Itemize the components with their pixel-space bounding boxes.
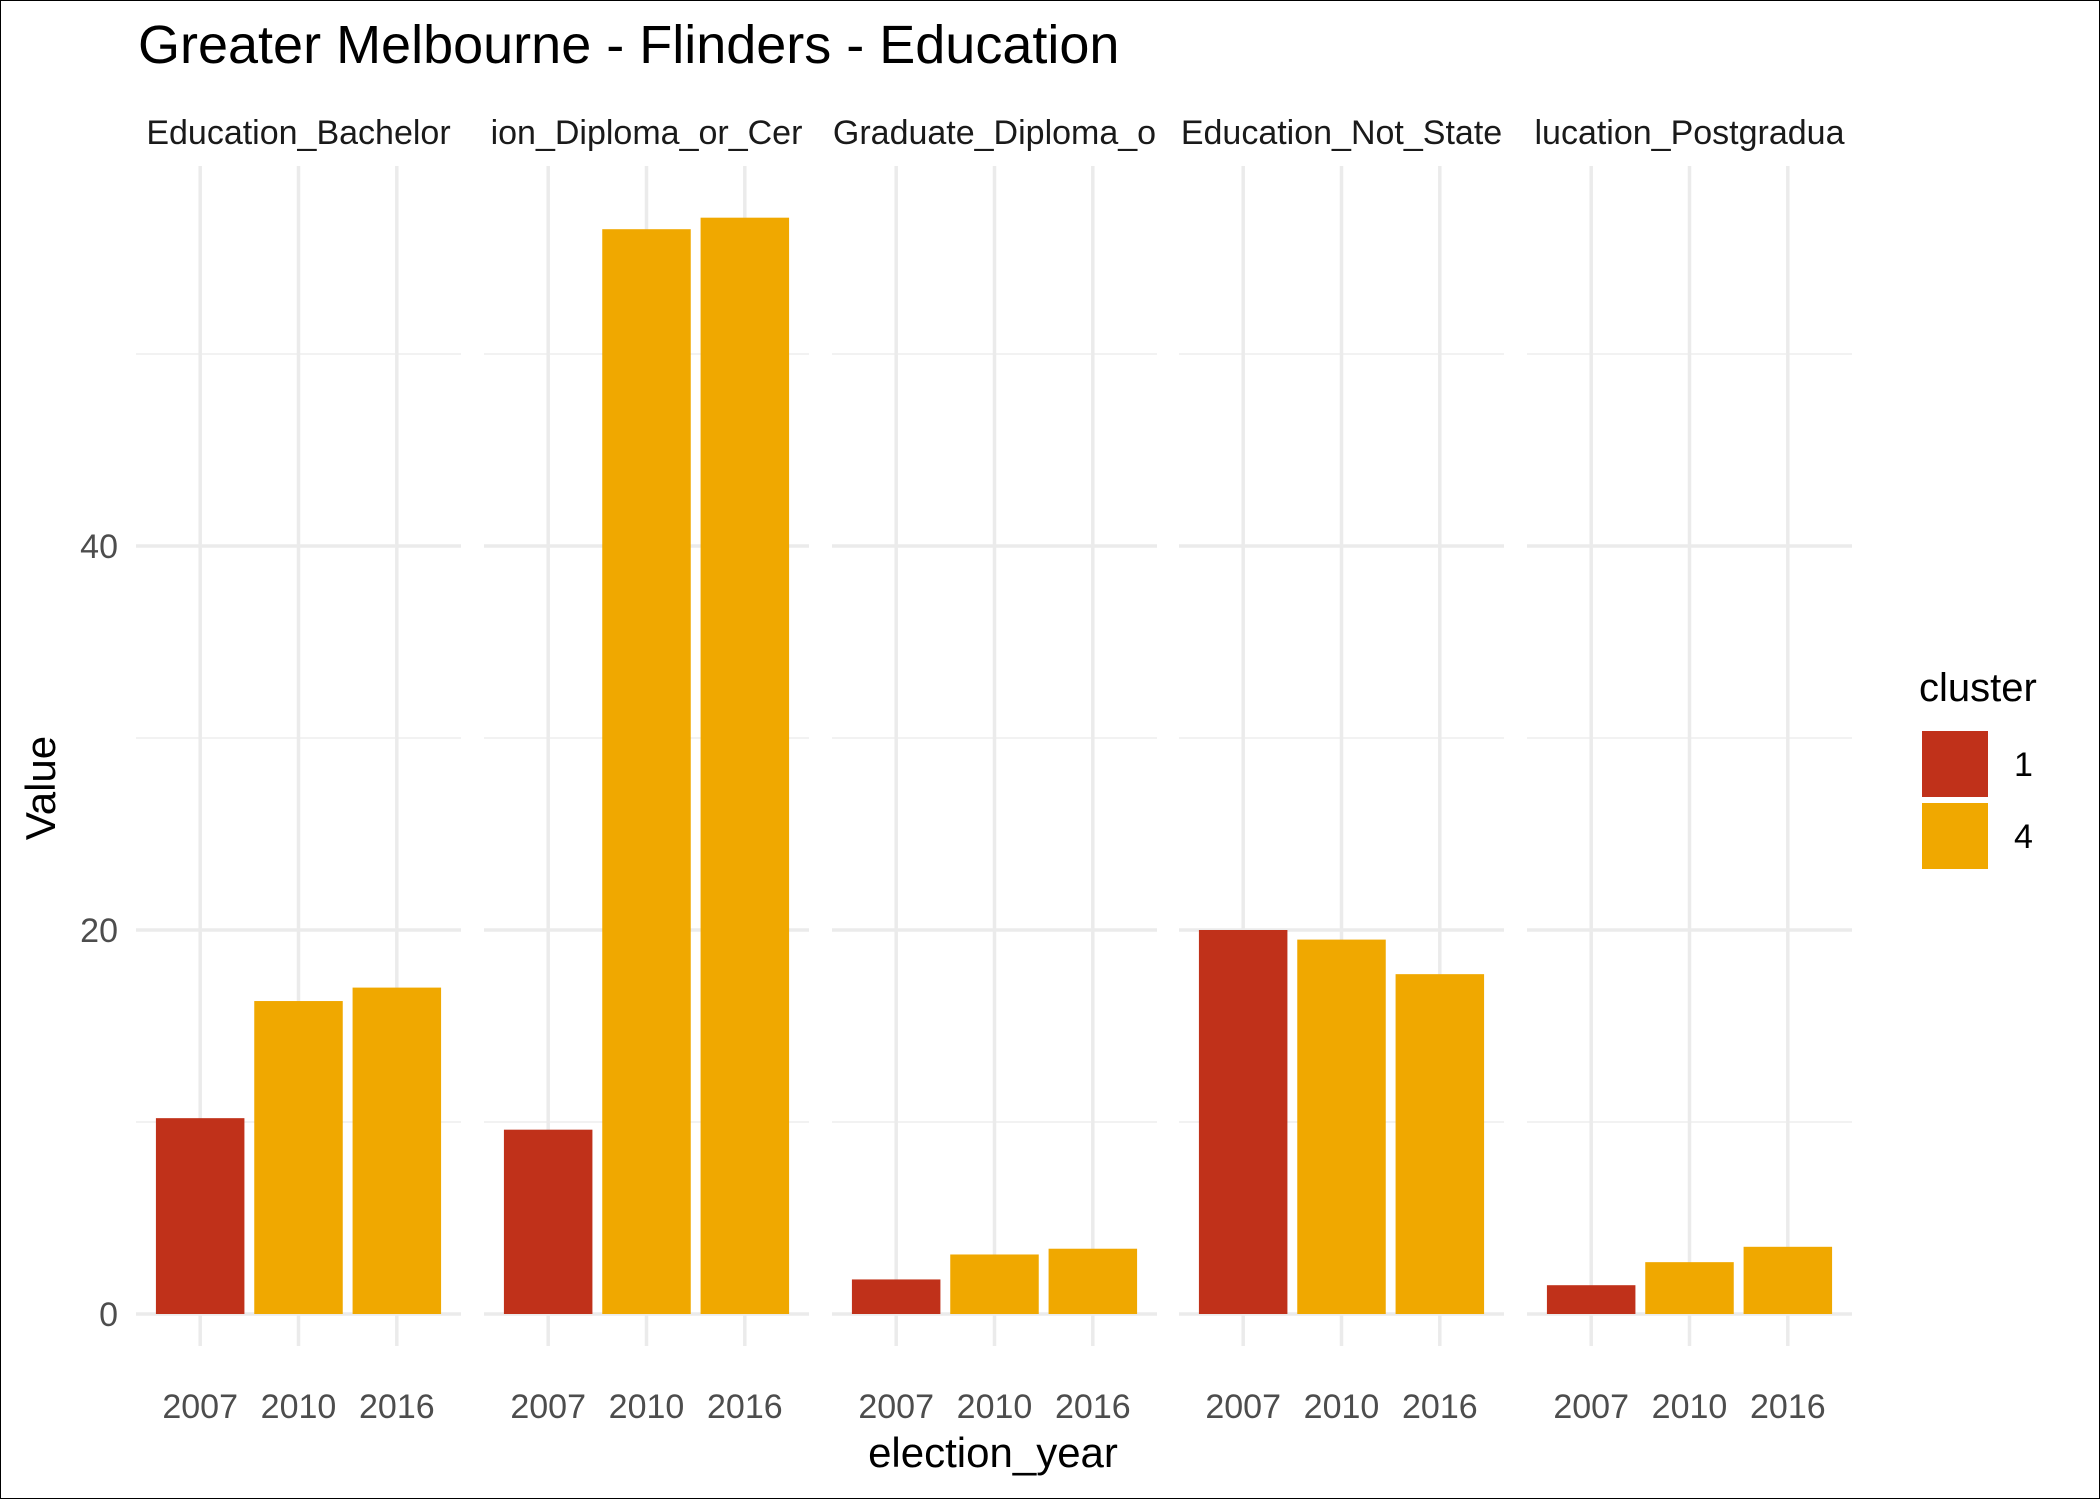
bar bbox=[950, 1254, 1039, 1314]
x-tick-label: 2016 bbox=[1750, 1388, 1826, 1426]
x-tick-label: 2010 bbox=[957, 1388, 1033, 1426]
bar bbox=[1297, 939, 1386, 1314]
bar bbox=[1048, 1248, 1138, 1314]
x-tick-label: 2016 bbox=[359, 1388, 435, 1426]
legend-title: cluster bbox=[1919, 666, 2037, 710]
chart-title: Greater Melbourne - Flinders - Education bbox=[138, 15, 1119, 75]
x-tick-label: 2007 bbox=[1205, 1388, 1281, 1426]
legend-swatch bbox=[1922, 803, 1988, 869]
facet-panel: Graduate_Diploma_o 2007 2010 2016 bbox=[832, 114, 1157, 1426]
x-tick-label: 2007 bbox=[510, 1388, 586, 1426]
bar bbox=[602, 229, 691, 1315]
x-tick-label: 2007 bbox=[162, 1388, 238, 1426]
x-tick-label: 2010 bbox=[261, 1388, 337, 1426]
facet-panel: lucation_Postgradua 2007 2010 2016 bbox=[1527, 114, 1852, 1426]
bar bbox=[1645, 1262, 1734, 1314]
x-tick-label: 2016 bbox=[707, 1388, 783, 1426]
bar bbox=[700, 217, 790, 1315]
bar bbox=[1546, 1285, 1636, 1314]
y-tick-label: 20 bbox=[80, 912, 118, 950]
x-tick-label: 2010 bbox=[609, 1388, 685, 1426]
legend-swatch bbox=[1922, 731, 1988, 797]
bar bbox=[155, 1118, 245, 1314]
bar bbox=[1395, 974, 1485, 1314]
y-tick-label: 40 bbox=[80, 528, 118, 566]
legend: cluster 1 4 bbox=[1919, 666, 2037, 869]
x-axis-title: election_year bbox=[868, 1429, 1118, 1476]
x-tick-label: 2016 bbox=[1402, 1388, 1478, 1426]
bar bbox=[352, 987, 442, 1314]
facet-label: Education_Bachelor bbox=[146, 114, 450, 152]
facet-panel: ion_Diploma_or_Cer 2007 2010 2016 bbox=[484, 114, 809, 1426]
bar bbox=[254, 1001, 343, 1314]
bar bbox=[503, 1129, 593, 1314]
x-tick-label: 2016 bbox=[1055, 1388, 1131, 1426]
facet-label: Graduate_Diploma_o bbox=[833, 114, 1156, 152]
y-tick-label: 0 bbox=[99, 1296, 118, 1334]
bar bbox=[851, 1279, 941, 1314]
facet-label: ion_Diploma_or_Cer bbox=[491, 114, 803, 152]
bar bbox=[1198, 930, 1288, 1314]
x-tick-label: 2010 bbox=[1652, 1388, 1728, 1426]
facet-panel: Education_Not_State 2007 2010 2016 bbox=[1179, 114, 1504, 1426]
y-axis: 0 20 40 bbox=[80, 528, 118, 1334]
y-axis-title: Value bbox=[17, 736, 64, 840]
x-tick-label: 2007 bbox=[1553, 1388, 1629, 1426]
x-tick-label: 2007 bbox=[858, 1388, 934, 1426]
legend-label: 1 bbox=[2014, 746, 2033, 784]
bar bbox=[1743, 1246, 1833, 1314]
facet-label: lucation_Postgradua bbox=[1534, 114, 1844, 152]
x-tick-label: 2010 bbox=[1304, 1388, 1380, 1426]
facet-label: Education_Not_State bbox=[1181, 114, 1502, 152]
legend-label: 4 bbox=[2014, 818, 2033, 856]
facet-panel: Education_Bachelor 2007 2010 2016 bbox=[136, 114, 461, 1426]
